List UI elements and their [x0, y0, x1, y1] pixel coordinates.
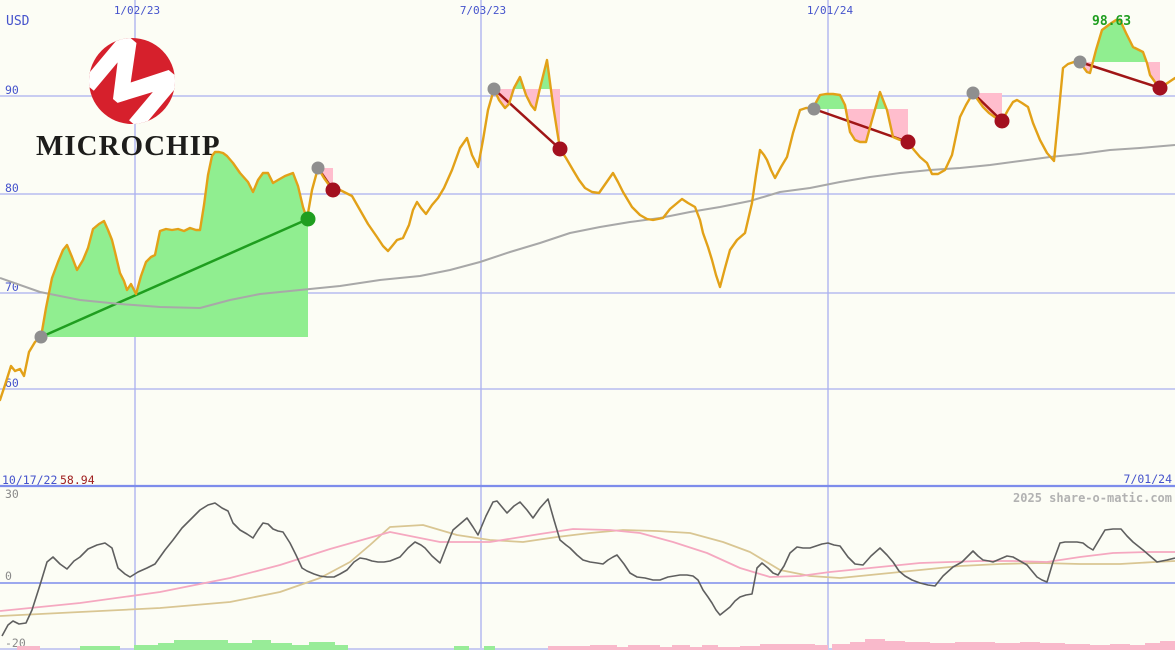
uptrend-fill: [814, 94, 846, 109]
volume-bar-down: [548, 646, 590, 650]
uptrend-fill: [41, 152, 308, 337]
indicator-signal-pink-line: [0, 528, 1175, 612]
volume-bars-layer: [17, 639, 1175, 650]
lower-tick-label: 0: [5, 569, 12, 583]
volume-bar-up: [292, 645, 309, 650]
volume-bar-down: [690, 647, 702, 650]
downtrend-fill: [886, 109, 908, 142]
volume-bar-down: [1145, 643, 1160, 650]
volume-bar-down: [790, 644, 815, 650]
volume-bar-up: [309, 642, 335, 650]
signal-start-dot: [34, 330, 48, 344]
sell-signal-dot: [552, 141, 568, 157]
sell-signal-dot: [994, 113, 1010, 129]
volume-bar-down: [628, 645, 660, 650]
logo-wordmark: MICROCHIP: [36, 130, 221, 162]
y-axis-tick-label: 90: [5, 83, 19, 97]
volume-bar-down: [590, 645, 617, 650]
volume-bar-down: [885, 641, 905, 650]
x-axis-date-label: 7/03/23: [460, 4, 506, 17]
volume-bar-down: [672, 645, 690, 650]
volume-bar-up: [134, 645, 158, 650]
signal-fill-layer: [41, 20, 1160, 337]
price-line: [0, 18, 1175, 402]
moving-average-line: [0, 144, 1175, 309]
signal-start-dot: [311, 161, 325, 175]
end-date-label: 7/01/24: [1124, 472, 1173, 486]
volume-bar-down: [1065, 644, 1090, 650]
volume-bar-down: [865, 639, 885, 650]
volume-bar-down: [1160, 641, 1175, 650]
volume-bar-up: [484, 646, 495, 650]
signal-start-dot: [1073, 55, 1087, 69]
volume-bar-down: [1130, 645, 1145, 650]
volume-bar-down: [832, 644, 850, 650]
volume-bar-down: [1090, 645, 1110, 650]
indicator-signal-tan-line: [0, 524, 1175, 617]
signal-start-dot: [966, 86, 980, 100]
volume-bar-down: [1020, 642, 1040, 650]
label-layer: USD 98.63 10/17/22 58.94 7/01/24 2025 sh…: [2, 14, 1172, 505]
y-axis-tick-label: 80: [5, 181, 19, 195]
signal-start-dot: [487, 82, 501, 96]
sell-signal-dot: [325, 182, 341, 198]
x-axis-date-label: 1/02/23: [114, 4, 160, 17]
volume-bar-down: [17, 646, 40, 650]
start-price-label: 58.94: [60, 473, 95, 487]
volume-bar-down: [718, 647, 740, 650]
x-axis-date-label: 1/01/24: [807, 4, 854, 17]
volume-bar-down: [760, 644, 790, 650]
currency-label: USD: [6, 14, 30, 29]
uptrend-line: [40, 217, 309, 339]
volume-bar-down: [815, 645, 828, 650]
volume-bar-up: [80, 646, 120, 650]
lower-tick-label: 30: [5, 487, 19, 501]
volume-bar-down: [1040, 643, 1065, 650]
peak-price-label: 98.63: [1092, 14, 1131, 29]
volume-bar-up: [174, 640, 228, 650]
volume-bar-down: [905, 642, 930, 650]
volume-bar-down: [995, 643, 1020, 650]
logo-m-icon: [82, 32, 182, 130]
sell-signal-dot: [1152, 80, 1168, 96]
volume-bar-up: [454, 646, 469, 650]
microchip-logo: MICROCHIP: [36, 32, 221, 162]
volume-bar-up: [228, 643, 252, 650]
y-axis-tick-label: 60: [5, 376, 19, 390]
volume-bar-down: [617, 647, 628, 650]
sell-signal-dot: [900, 134, 916, 150]
volume-bar-down: [930, 643, 955, 650]
volume-bar-up: [335, 645, 348, 650]
volume-bar-down: [1110, 644, 1130, 650]
volume-bar-up: [158, 643, 174, 650]
start-date-label: 10/17/22: [2, 473, 57, 487]
volume-bar-down: [955, 642, 995, 650]
signal-dot-layer: [34, 55, 1168, 344]
volume-bar-up: [271, 643, 292, 650]
volume-bar-down: [702, 645, 718, 650]
downtrend-line: [1079, 60, 1161, 90]
momentum-line: [1, 498, 1175, 637]
lower-panel-layer: [0, 498, 1175, 637]
volume-bar-down: [740, 646, 760, 650]
downtrend-line: [493, 88, 561, 150]
volume-bar-up: [252, 640, 271, 650]
buy-signal-dot: [300, 211, 316, 227]
series-layer: [0, 18, 1175, 402]
volume-bar-down: [850, 642, 865, 650]
volume-bar-down: [660, 647, 672, 650]
watermark: 2025 share-o-matic.com: [1013, 491, 1172, 505]
signal-start-dot: [807, 102, 821, 116]
uptrend-fill: [1092, 20, 1147, 62]
